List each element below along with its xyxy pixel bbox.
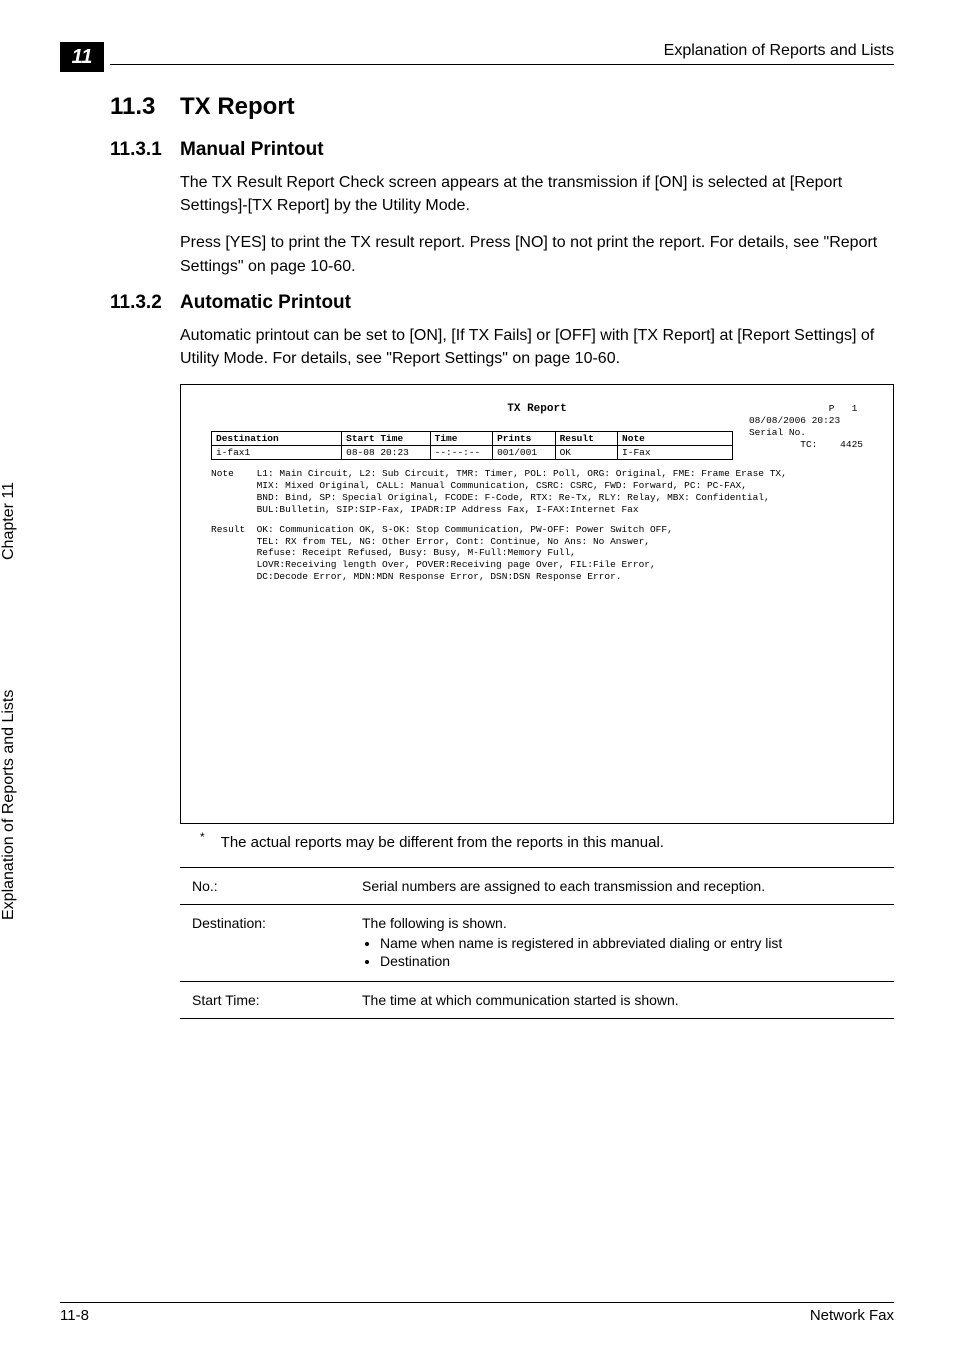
table-row: i-fax1 08-08 20:23 --:--:-- 001/001 OK I… (212, 446, 733, 460)
desc-label: No.: (180, 868, 350, 905)
footnote-marker: * (200, 830, 205, 844)
col-time: Time (430, 432, 492, 446)
desc-label: Start Time: (180, 982, 350, 1019)
cell-destination: i-fax1 (212, 446, 342, 460)
subsection-heading: 11.3.2Automatic Printout (110, 292, 894, 314)
col-start-time: Start Time (342, 432, 431, 446)
page-number: 11-8 (60, 1307, 89, 1324)
desc-value: The time at which communication started … (350, 982, 894, 1019)
col-prints: Prints (493, 432, 555, 446)
section-number: 11.3 (110, 93, 180, 121)
subsection-title: Automatic Printout (180, 292, 351, 313)
chapter-tab: 11 (60, 42, 104, 72)
description-table: No.: Serial numbers are assigned to each… (180, 867, 894, 1019)
cell-note: I-Fax (618, 446, 733, 460)
list-item: Name when name is registered in abbrevia… (380, 935, 882, 951)
desc-value: Serial numbers are assigned to each tran… (350, 868, 894, 905)
tx-report-sample: TX Report P 1 08/08/2006 20:23 Serial No… (180, 384, 894, 824)
cell-start-time: 08-08 20:23 (342, 446, 431, 460)
table-row: Destination: The following is shown. Nam… (180, 905, 894, 982)
report-title: TX Report (507, 403, 566, 415)
subsection-number: 11.3.2 (110, 292, 180, 314)
table-row: No.: Serial numbers are assigned to each… (180, 868, 894, 905)
cell-prints: 001/001 (493, 446, 555, 460)
paragraph: Press [YES] to print the TX result repor… (180, 231, 894, 277)
section-title: TX Report (180, 93, 295, 120)
tx-report-table: Destination Start Time Time Prints Resul… (211, 431, 733, 460)
paragraph: The TX Result Report Check screen appear… (180, 171, 894, 217)
cell-time: --:--:-- (430, 446, 492, 460)
top-rule (110, 64, 894, 65)
subsection-number: 11.3.1 (110, 139, 180, 161)
footnote: * The actual reports may be different fro… (200, 830, 894, 851)
paragraph: Automatic printout can be set to [ON], [… (180, 324, 894, 370)
desc-value: The following is shown. Name when name i… (350, 905, 894, 982)
section-heading: 11.3TX Report (110, 93, 894, 121)
col-result: Result (555, 432, 617, 446)
side-label-section: Explanation of Reports and Lists (0, 690, 18, 920)
cell-result: OK (555, 446, 617, 460)
report-note-block: Note L1: Main Circuit, L2: Sub Circuit, … (211, 468, 863, 516)
table-row: Start Time: The time at which communicat… (180, 982, 894, 1019)
subsection-heading: 11.3.1Manual Printout (110, 139, 894, 161)
table-header-row: Destination Start Time Time Prints Resul… (212, 432, 733, 446)
footnote-text: The actual reports may be different from… (221, 834, 664, 851)
running-header: Explanation of Reports and Lists (110, 42, 894, 60)
report-meta: P 1 08/08/2006 20:23 Serial No. TC: 4425 (749, 403, 863, 451)
desc-value-text: The following is shown. (362, 915, 507, 931)
subsection-title: Manual Printout (180, 139, 324, 160)
footer-title: Network Fax (810, 1307, 894, 1324)
col-note: Note (618, 432, 733, 446)
report-result-block: Result OK: Communication OK, S-OK: Stop … (211, 524, 863, 583)
side-label-chapter: Chapter 11 (0, 482, 18, 560)
page-footer: 11-8 Network Fax (60, 1302, 894, 1324)
desc-label: Destination: (180, 905, 350, 982)
desc-bullet-list: Name when name is registered in abbrevia… (380, 935, 882, 969)
list-item: Destination (380, 953, 882, 969)
col-destination: Destination (212, 432, 342, 446)
